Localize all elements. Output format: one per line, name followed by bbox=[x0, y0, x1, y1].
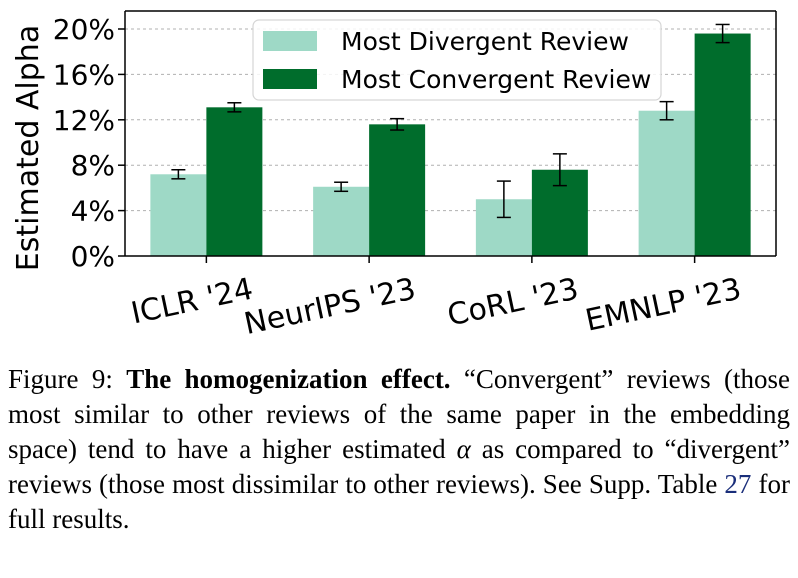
error-bars bbox=[171, 23, 730, 219]
legend-label: Most Divergent Review bbox=[341, 27, 629, 56]
bar bbox=[206, 107, 263, 256]
y-tick-label: 16% bbox=[53, 58, 115, 91]
x-tick-label: CoRL '23 bbox=[444, 272, 581, 334]
caption-label: Figure 9: bbox=[8, 364, 113, 394]
y-tick-label: 4% bbox=[71, 195, 115, 228]
y-tick-label: 0% bbox=[71, 240, 115, 273]
x-tick-label: ICLR '24 bbox=[128, 272, 256, 332]
bar bbox=[369, 124, 426, 256]
y-tick-label: 8% bbox=[71, 149, 115, 182]
axes bbox=[124, 10, 777, 257]
figure-caption: Figure 9: The homogenization effect. “Co… bbox=[8, 362, 790, 537]
table-reference-link[interactable]: 27 bbox=[724, 469, 752, 499]
legend-swatch bbox=[263, 69, 317, 89]
y-ticks: 0% 4% 8% 12% 16% 20% bbox=[53, 13, 125, 273]
caption-title: The homogenization effect. bbox=[126, 364, 451, 394]
caption-text-2: as compared to “divergent” reviews (thos… bbox=[8, 434, 790, 499]
y-tick-label: 20% bbox=[53, 13, 115, 46]
y-axis-label: Estimated Alpha bbox=[11, 25, 46, 271]
legend-box bbox=[252, 19, 662, 101]
bar bbox=[150, 174, 207, 256]
caption-text-1: “Convergent” reviews (those most similar… bbox=[8, 364, 790, 464]
bar bbox=[313, 186, 370, 256]
alpha-symbol: α bbox=[456, 434, 471, 464]
bar bbox=[694, 33, 751, 256]
caption-text-3: for full results. bbox=[8, 469, 790, 534]
y-tick-label: 12% bbox=[53, 104, 115, 137]
bars bbox=[150, 33, 751, 256]
x-tick-label: NeurIPS '23 bbox=[241, 272, 419, 342]
legend: Most Divergent Review Most Convergent Rev… bbox=[252, 19, 662, 101]
legend-swatch bbox=[263, 31, 317, 51]
x-tick-label: EMNLP '23 bbox=[582, 272, 744, 339]
bar bbox=[638, 110, 695, 256]
legend-label: Most Convergent Review bbox=[341, 65, 651, 94]
